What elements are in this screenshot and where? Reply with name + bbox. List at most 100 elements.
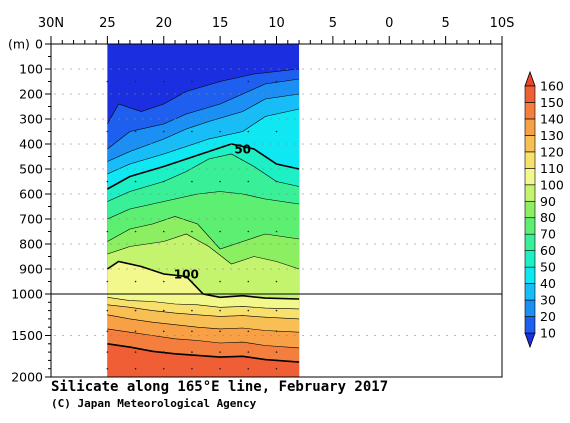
grid-dot <box>302 218 304 220</box>
grid-dot <box>334 143 336 145</box>
grid-dot <box>94 243 96 245</box>
grid-dot <box>406 93 408 95</box>
grid-dot <box>310 93 312 95</box>
grid-dot <box>326 243 328 245</box>
grid-dot <box>454 243 456 245</box>
grid-dot <box>310 268 312 270</box>
grid-dot <box>414 193 416 195</box>
grid-dot <box>182 143 184 145</box>
grid-dot <box>446 93 448 95</box>
grid-dot <box>270 193 272 195</box>
grid-dot <box>406 68 408 70</box>
grid-dot <box>230 218 232 220</box>
grid-dot <box>70 218 72 220</box>
grid-dot <box>206 193 208 195</box>
grid-dot <box>302 143 304 145</box>
grid-dot <box>94 93 96 95</box>
grid-dot <box>246 118 248 120</box>
grid-dot <box>438 218 440 220</box>
grid-dot <box>446 143 448 145</box>
grid-dot <box>494 243 496 245</box>
grid-dot <box>286 143 288 145</box>
grid-dot <box>470 168 472 170</box>
grid-dot <box>222 68 224 70</box>
grid-dot <box>262 218 264 220</box>
grid-dot <box>278 218 280 220</box>
grid-dot <box>406 118 408 120</box>
grid-dot <box>126 243 128 245</box>
grid-dot <box>398 118 400 120</box>
grid-dot <box>54 168 56 170</box>
grid-dot <box>94 193 96 195</box>
grid-dot <box>150 243 152 245</box>
grid-dot <box>222 143 224 145</box>
grid-dot <box>230 143 232 145</box>
grid-dot <box>174 93 176 95</box>
grid-dot <box>398 68 400 70</box>
grid-dot <box>414 243 416 245</box>
grid-dot <box>150 68 152 70</box>
grid-dot <box>238 143 240 145</box>
grid-dot <box>486 118 488 120</box>
grid-dot <box>486 93 488 95</box>
grid-dot <box>230 118 232 120</box>
contour-150 <box>107 343 300 363</box>
grid-dot <box>318 168 320 170</box>
grid-dot <box>150 193 152 195</box>
grid-dot <box>126 93 128 95</box>
grid-dot <box>166 143 168 145</box>
grid-dot <box>246 243 248 245</box>
grid-dot <box>262 143 264 145</box>
grid-dot <box>294 68 296 70</box>
grid-dot <box>206 143 208 145</box>
grid-dot <box>254 218 256 220</box>
grid-dot <box>390 193 392 195</box>
grid-dot <box>214 268 216 270</box>
grid-dot <box>230 68 232 70</box>
grid-dot <box>494 193 496 195</box>
grid-dot <box>430 68 432 70</box>
grid-dot <box>358 118 360 120</box>
grid-dot <box>430 218 432 220</box>
grid-dot <box>174 268 176 270</box>
grid-dot <box>390 168 392 170</box>
grid-dot <box>270 143 272 145</box>
grid-dot <box>438 118 440 120</box>
grid-dot <box>454 118 456 120</box>
grid-dot <box>294 93 296 95</box>
grid-dot <box>246 68 248 70</box>
grid-dot <box>182 218 184 220</box>
grid-dot <box>150 143 152 145</box>
grid-dot <box>262 93 264 95</box>
grid-dot <box>374 218 376 220</box>
grid-dot <box>206 268 208 270</box>
grid-dot <box>102 268 104 270</box>
grid-dot <box>430 118 432 120</box>
grid-dot <box>62 168 64 170</box>
grid-dot <box>70 193 72 195</box>
grid-dot <box>86 168 88 170</box>
grid-dot <box>190 143 192 145</box>
grid-dot <box>166 193 168 195</box>
grid-dot <box>486 168 488 170</box>
grid-dot <box>390 243 392 245</box>
grid-dot <box>358 243 360 245</box>
grid-dot <box>222 243 224 245</box>
grid-dot <box>70 243 72 245</box>
grid-dot <box>438 193 440 195</box>
grid-dot <box>118 268 120 270</box>
grid-dot <box>382 243 384 245</box>
grid-dot <box>462 243 464 245</box>
grid-dot <box>182 193 184 195</box>
grid-dot <box>230 193 232 195</box>
grid-dot <box>294 118 296 120</box>
grid-dot <box>86 93 88 95</box>
grid-dot <box>110 243 112 245</box>
grid-dot <box>294 168 296 170</box>
grid-dot <box>78 93 80 95</box>
grid-dot <box>270 68 272 70</box>
grid-dot <box>486 218 488 220</box>
grid-dot <box>142 268 144 270</box>
grid-dot <box>366 243 368 245</box>
grid-dot <box>406 193 408 195</box>
